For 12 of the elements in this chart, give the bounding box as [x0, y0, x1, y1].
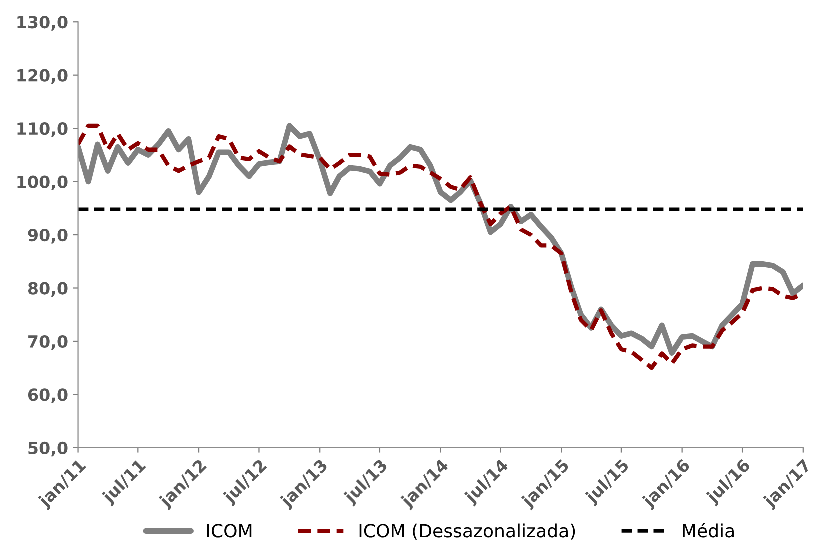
- y-tick-label: 100,0: [18, 176, 68, 190]
- y-tick-label: 60,0: [28, 388, 68, 404]
- y-tick-label: 70,0: [28, 335, 68, 350]
- y-tick-label: 90,0: [28, 228, 68, 244]
- y-tick-label: 120,0: [18, 69, 68, 84]
- y-tick-label: 130,0: [18, 16, 68, 31]
- y-tick-label: 50,0: [28, 442, 68, 457]
- y-tick-label: 110,0: [18, 122, 68, 138]
- legend-label: Média: [683, 523, 734, 538]
- y-tick-label: 80,0: [28, 282, 68, 297]
- legend-label: ICOM: [207, 524, 252, 538]
- legend-label: ICOM (Dessazonalizada): [360, 524, 576, 540]
